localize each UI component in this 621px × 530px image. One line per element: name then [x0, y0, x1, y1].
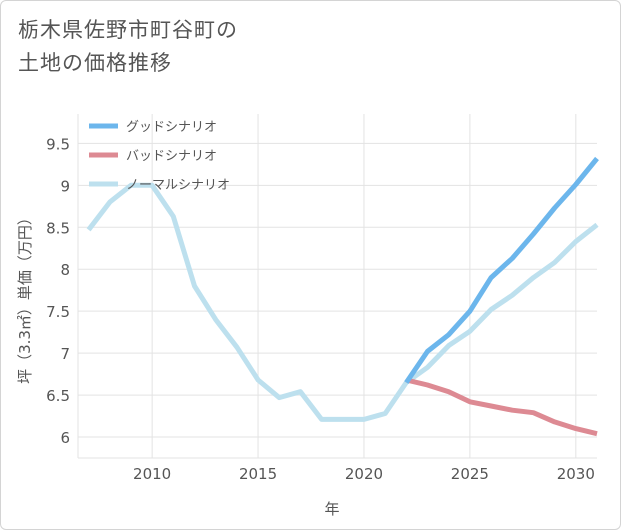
- y-tick-labels: 6 6.5 7 7.5 8 8.5 9 9.5: [46, 135, 70, 447]
- chart-title: 栃木県佐野市町谷町の 土地の価格推移: [18, 14, 238, 80]
- x-tick-label: 2025: [451, 465, 489, 483]
- legend-label: ノーマルシナリオ: [126, 178, 230, 193]
- y-tick-label: 8.5: [46, 219, 70, 237]
- x-axis-label: 年: [324, 500, 339, 518]
- y-tick-label: 9: [60, 177, 70, 195]
- y-tick-label: 8: [60, 261, 70, 279]
- y-tick-label: 7.5: [46, 303, 70, 321]
- chart-title-line1: 栃木県佐野市町谷町の: [18, 18, 238, 42]
- x-tick-label: 2015: [239, 465, 277, 483]
- series-layer: [86, 156, 599, 437]
- y-tick-label: 6.5: [46, 387, 70, 405]
- series-line-0: [404, 156, 599, 384]
- y-tick-label: 9.5: [46, 135, 70, 153]
- y-tick-label: 6: [60, 429, 70, 447]
- legend-label: グッドシナリオ: [126, 120, 217, 135]
- series-line-1: [405, 377, 598, 437]
- y-tick-label: 7: [60, 345, 70, 363]
- y-axis-label: 坪（3.3㎡）単価（万円）: [16, 210, 34, 384]
- x-tick-label: 2020: [345, 465, 383, 483]
- series-line-2: [86, 182, 599, 422]
- legend-label: バッドシナリオ: [126, 149, 217, 164]
- x-tick-label: 2010: [133, 465, 171, 483]
- chart-title-line2: 土地の価格推移: [18, 51, 172, 75]
- x-tick-label: 2030: [557, 465, 595, 483]
- plot-area: [77, 114, 597, 459]
- x-tick-labels: 2010 2015 2020 2025 2030: [133, 465, 595, 483]
- grid-lines: [78, 114, 597, 458]
